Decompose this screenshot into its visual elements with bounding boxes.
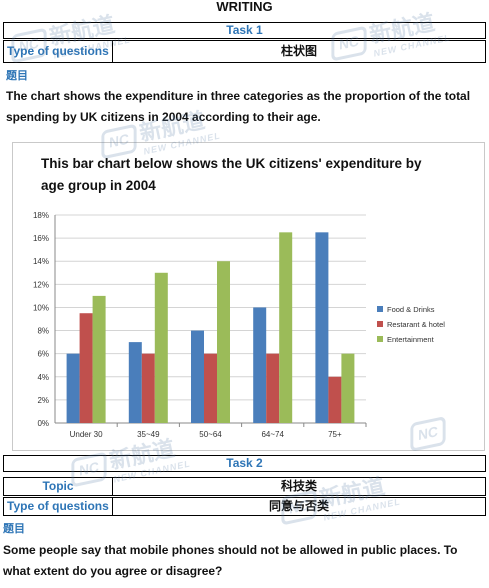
task2-title: Task 2 xyxy=(3,455,486,472)
legend-label: Entertainment xyxy=(387,335,435,344)
chart-title-line1: This bar chart below shows the UK citize… xyxy=(41,156,422,171)
bar xyxy=(79,313,93,423)
task2-topic-value: 科技类 xyxy=(112,477,486,496)
bar xyxy=(315,232,329,423)
task1-prompt-label: 题目 xyxy=(6,69,28,82)
x-tick-label: 64~74 xyxy=(261,430,284,439)
y-tick-label: 18% xyxy=(33,211,49,220)
legend-label: Restarant & hotel xyxy=(387,320,445,329)
y-tick-label: 14% xyxy=(33,257,49,266)
y-tick-label: 2% xyxy=(37,396,49,405)
y-tick-label: 8% xyxy=(37,327,49,336)
x-tick-label: 75+ xyxy=(328,430,342,439)
task1-title: Task 1 xyxy=(3,22,486,39)
legend-swatch xyxy=(377,336,383,342)
y-tick-label: 10% xyxy=(33,303,49,312)
bar xyxy=(328,376,342,423)
bar xyxy=(204,353,217,423)
page-heading: WRITING xyxy=(216,0,273,14)
x-tick-label: 35~49 xyxy=(137,430,160,439)
bar xyxy=(128,342,142,423)
task2-type-label: Type of questions xyxy=(3,497,113,516)
bar xyxy=(266,353,280,423)
legend-label: Food & Drinks xyxy=(387,305,435,314)
chart-panel: This bar chart below shows the UK citize… xyxy=(12,142,485,451)
bar xyxy=(66,353,80,423)
legend-swatch xyxy=(377,306,383,312)
bar xyxy=(279,232,293,423)
bar xyxy=(341,353,355,423)
bar xyxy=(92,295,106,423)
x-tick-label: Under 30 xyxy=(70,430,103,439)
task1-type-label: Type of questions xyxy=(3,40,113,63)
bar xyxy=(191,330,204,423)
bar xyxy=(253,307,267,423)
task2-topic-label: Topic xyxy=(3,477,113,496)
bar xyxy=(141,353,155,423)
bar xyxy=(217,261,230,423)
task2-type-value: 同意与否类 xyxy=(112,497,486,516)
y-tick-label: 0% xyxy=(37,419,49,428)
task1-type-value: 柱状图 xyxy=(112,40,486,63)
task2-prompt-label: 题目 xyxy=(3,522,25,535)
y-tick-label: 4% xyxy=(37,373,49,382)
task2-prompt-text: Some people say that mobile phones shoul… xyxy=(3,543,458,578)
y-tick-label: 12% xyxy=(33,280,49,289)
y-tick-label: 6% xyxy=(37,350,49,359)
y-tick-label: 16% xyxy=(33,234,49,243)
legend-swatch xyxy=(377,321,383,327)
chart-title-line2: age group in 2004 xyxy=(41,178,156,193)
x-tick-label: 50~64 xyxy=(199,430,222,439)
task1-prompt-text: The chart shows the expenditure in three… xyxy=(6,89,471,124)
bar-chart: 0% 2% 4% 6% 8% 10% 12% 14% 16% 18% Under 30 35~49 50… xyxy=(33,211,445,439)
bar xyxy=(154,272,168,423)
